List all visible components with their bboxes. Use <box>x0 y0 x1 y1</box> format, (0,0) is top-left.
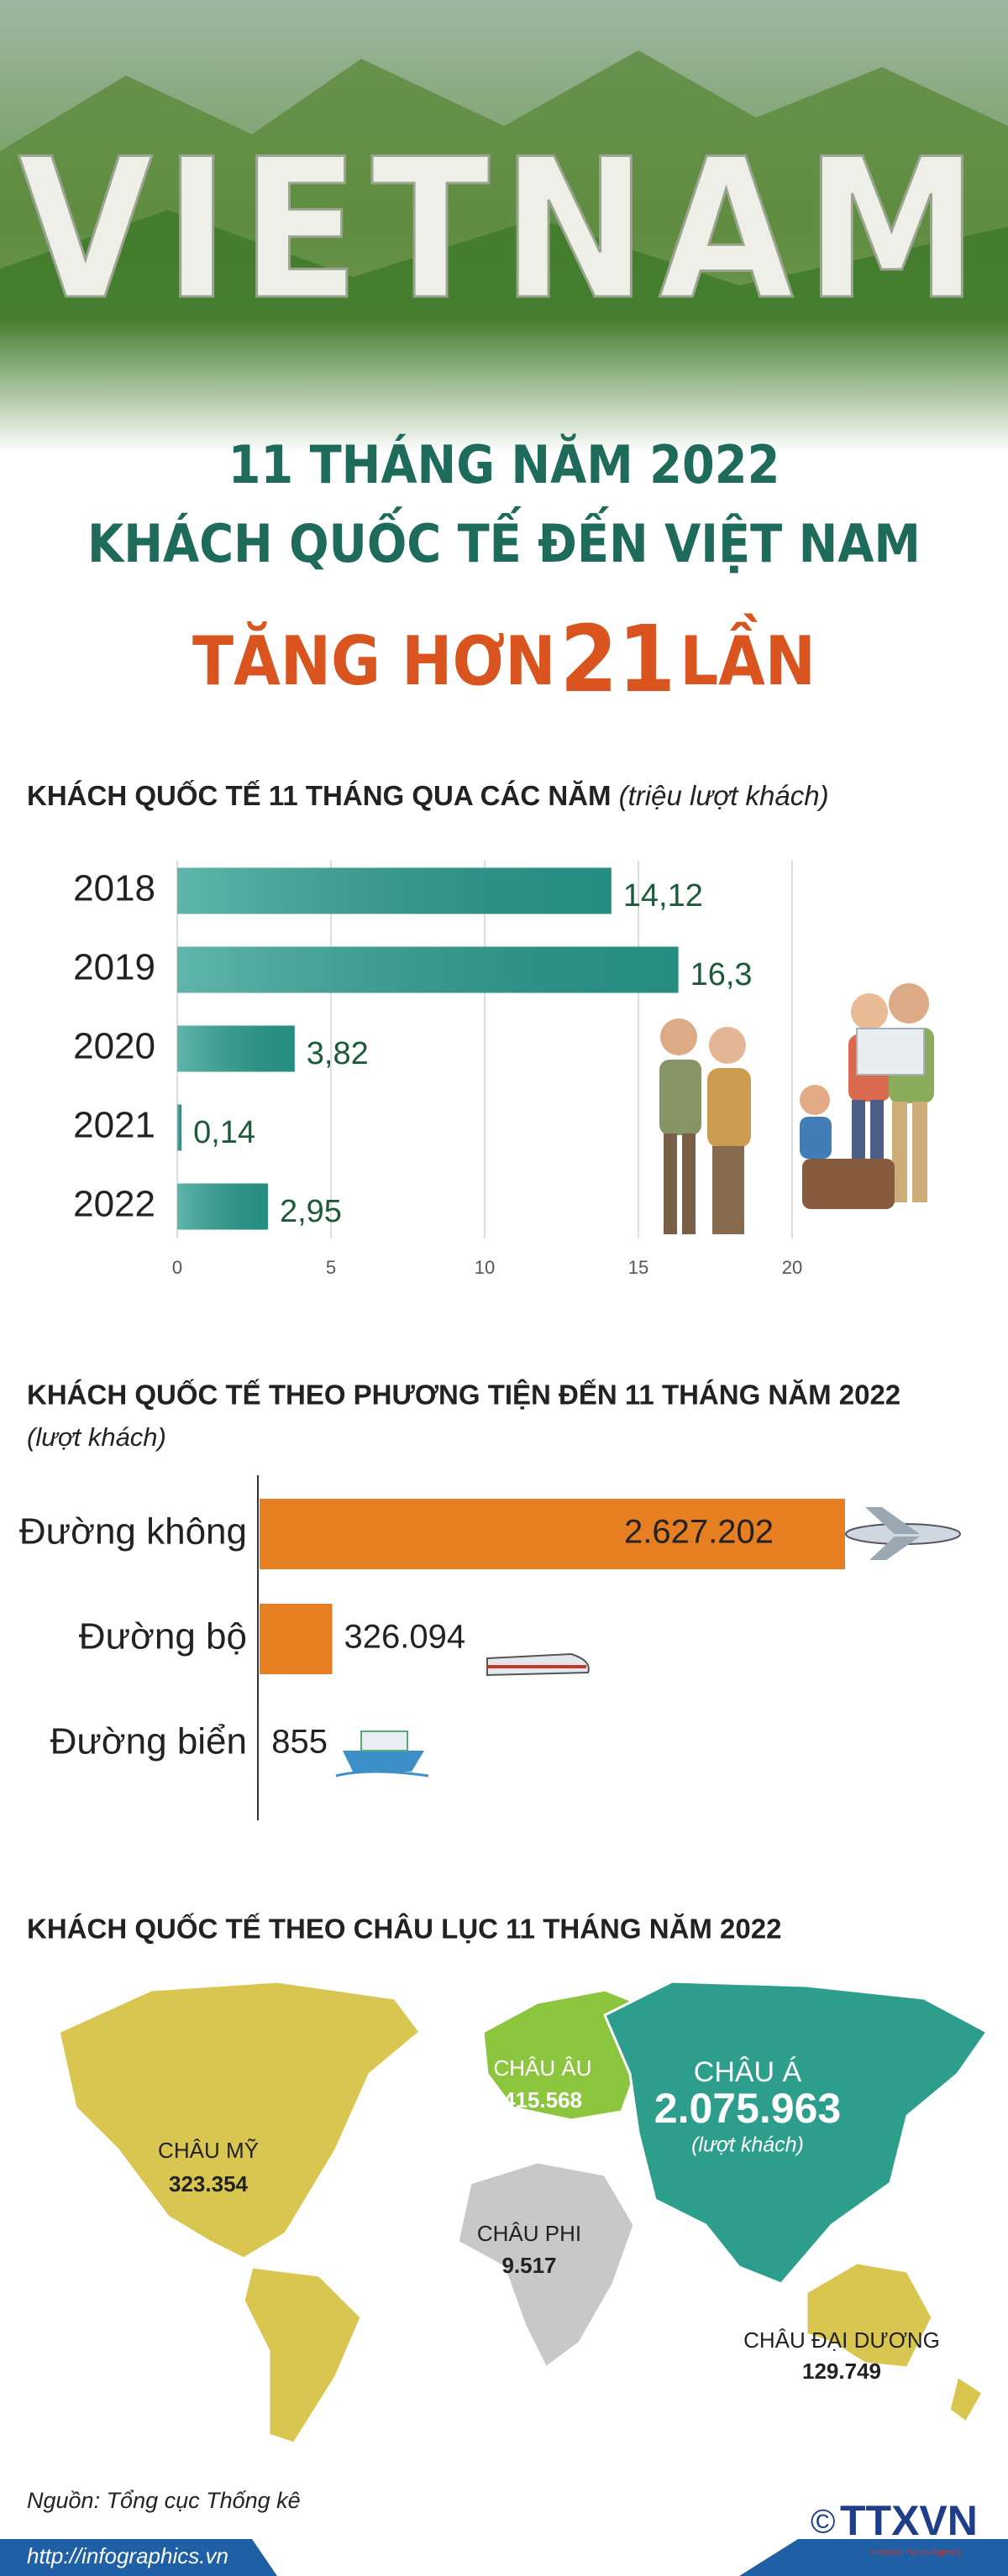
section-title: KHÁCH QUỐC TẾ 11 THÁNG QUA CÁC NĂM (triệ… <box>27 779 829 811</box>
x-tick-label: 20 <box>782 1257 802 1278</box>
section-title-text: KHÁCH QUỐC TẾ 11 THÁNG QUA CÁC NĂM <box>27 779 611 811</box>
value-label: 16,3 <box>690 957 753 992</box>
bar <box>260 1604 333 1674</box>
x-tick-label: 10 <box>475 1257 495 1278</box>
region-value: 323.354 <box>169 2171 249 2196</box>
category-label: Đường không <box>19 1511 247 1552</box>
category-label: Đường biển <box>50 1721 247 1762</box>
title-prefix: TĂNG HƠN <box>192 620 556 700</box>
category-label: 2020 <box>73 1026 155 1067</box>
value-label: 2,95 <box>280 1194 342 1229</box>
airplane-icon <box>845 1507 961 1560</box>
bar-shade <box>177 946 679 993</box>
section-title: KHÁCH QUỐC TẾ THEO CHÂU LỤC 11 THÁNG NĂM… <box>27 1913 781 1945</box>
url-bar <box>0 2539 277 2576</box>
bar-shade <box>177 867 612 914</box>
copyright: © <box>811 2504 835 2541</box>
x-tick-label: 5 <box>326 1257 336 1278</box>
continent <box>805 2261 984 2425</box>
region-name: CHÂU MỸ <box>158 2138 259 2163</box>
banner-text: VIETNAM <box>18 118 990 343</box>
banner-fade <box>0 319 1008 453</box>
value-label: 855 <box>271 1724 328 1761</box>
travellers-illustration <box>659 983 934 1234</box>
category-label: 2021 <box>73 1105 155 1146</box>
region-name: CHÂU ÂU <box>493 2055 591 2081</box>
logo: TTXVN <box>840 2497 978 2544</box>
region-name: CHÂU Á <box>694 2056 802 2088</box>
region-name: CHÂU ĐẠI DƯƠNG <box>743 2327 940 2353</box>
bar-shade <box>177 1025 295 1072</box>
title-line2: KHÁCH QUỐC TẾ ĐẾN VIỆT NAM <box>87 506 921 574</box>
region-value: 129.749 <box>802 2359 881 2384</box>
bar-shade <box>177 1183 268 1230</box>
region-value: 2.075.963 <box>654 2085 841 2132</box>
x-tick-label: 15 <box>628 1257 648 1278</box>
region-name: CHÂU PHI <box>477 2221 581 2246</box>
category-label: 2018 <box>73 868 155 909</box>
region-value: 415.568 <box>503 2087 582 2113</box>
value-label: 2.627.202 <box>624 1514 774 1551</box>
category-label: 2019 <box>73 947 155 988</box>
section-unit: (lượt khách) <box>27 1422 166 1452</box>
bar <box>260 1499 845 1569</box>
value-label: 326.094 <box>344 1619 466 1656</box>
region-unit: (lượt khách) <box>691 2134 804 2157</box>
continent <box>481 1988 648 2122</box>
value-label: 0,14 <box>193 1115 255 1150</box>
section-unit: (triệu lượt khách) <box>619 780 829 811</box>
title-line1: 11 THÁNG NĂM 2022 <box>228 434 780 495</box>
url: http://infographics.vn <box>27 2543 228 2568</box>
category-label: 2022 <box>73 1184 155 1225</box>
section-title: KHÁCH QUỐC TẾ THEO PHƯƠNG TIỆN ĐẾN 11 TH… <box>27 1379 900 1411</box>
value-label: 14,12 <box>623 878 703 914</box>
region-value: 9.517 <box>501 2253 556 2278</box>
title-number: 21 <box>559 605 675 713</box>
continent <box>456 2160 636 2370</box>
title-line3: TĂNG HƠN 21 LẦN <box>192 605 816 713</box>
continent <box>603 1980 990 2285</box>
continent <box>57 1980 423 2445</box>
category-label: Đường bộ <box>79 1616 247 1657</box>
x-tick-label: 0 <box>172 1257 182 1278</box>
source: Nguồn: Tổng cục Thống kê <box>27 2488 301 2513</box>
train-icon <box>486 1652 590 1677</box>
title-suffix: LẦN <box>680 613 816 700</box>
ship-icon <box>335 1730 429 1778</box>
value-label: 3,82 <box>307 1036 369 1071</box>
logo-bar <box>739 2539 1008 2576</box>
logo-sub: Vietnam News Agency <box>869 2547 962 2558</box>
bar-shade <box>177 1104 182 1151</box>
